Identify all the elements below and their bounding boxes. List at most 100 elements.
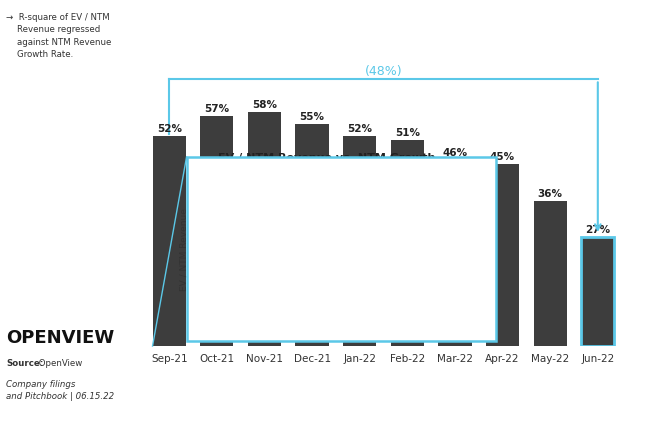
Point — [239, 302, 250, 308]
Point — [274, 308, 285, 315]
Point — [343, 275, 354, 282]
Text: 46%: 46% — [443, 148, 467, 158]
Point — [348, 283, 358, 290]
Point — [431, 233, 441, 240]
Text: 57%: 57% — [204, 104, 229, 114]
Point — [271, 298, 281, 305]
Point — [273, 300, 283, 307]
Point — [328, 281, 338, 288]
Point — [268, 287, 279, 293]
Point — [279, 295, 289, 301]
Point — [350, 283, 360, 289]
Point — [277, 287, 287, 293]
Point — [324, 279, 335, 286]
Point — [389, 255, 399, 262]
Point — [283, 300, 293, 307]
Point — [368, 244, 378, 251]
Point — [313, 302, 324, 308]
Point — [253, 305, 263, 312]
Point — [326, 308, 337, 315]
Point — [430, 245, 441, 252]
Point — [404, 256, 415, 263]
Point — [422, 255, 433, 262]
Point — [337, 276, 347, 283]
Point — [344, 280, 355, 287]
Point — [289, 282, 299, 289]
Point — [296, 284, 306, 291]
Point — [296, 276, 306, 283]
Point — [354, 265, 364, 272]
Point — [342, 271, 352, 278]
Point — [328, 270, 338, 276]
Point — [374, 263, 384, 270]
Point — [378, 282, 389, 289]
Point — [410, 232, 420, 238]
Text: Company filings
and Pitchbook | 06.15.22: Company filings and Pitchbook | 06.15.22 — [6, 380, 114, 400]
Point — [337, 287, 347, 294]
Point — [300, 308, 311, 315]
Point — [311, 275, 321, 281]
Point — [356, 287, 367, 294]
Point — [258, 308, 268, 315]
Point — [368, 266, 378, 273]
Point — [282, 292, 293, 299]
Point — [448, 250, 458, 257]
Bar — [343, 136, 376, 346]
Point — [307, 292, 317, 298]
Point — [247, 300, 257, 307]
Bar — [534, 200, 567, 346]
Point — [274, 295, 284, 301]
Point — [446, 235, 456, 241]
Point — [300, 280, 310, 287]
Text: OpenView: OpenView — [36, 359, 82, 368]
Bar — [581, 237, 614, 346]
Point — [363, 272, 373, 279]
Text: 45%: 45% — [490, 152, 515, 162]
Point — [298, 292, 309, 298]
Point — [437, 256, 448, 262]
Point — [347, 258, 358, 265]
Point — [246, 308, 256, 315]
Bar — [438, 160, 472, 346]
Point — [278, 296, 288, 303]
Point — [441, 222, 451, 229]
Point — [296, 293, 307, 300]
Point — [303, 259, 313, 266]
Point — [336, 270, 346, 276]
Point — [326, 292, 336, 299]
Point — [344, 271, 354, 277]
Point — [377, 264, 387, 271]
Point — [344, 274, 354, 281]
Point — [352, 266, 362, 273]
Point — [265, 308, 275, 315]
Point — [233, 308, 244, 315]
Point — [271, 296, 281, 303]
Point — [307, 275, 317, 281]
Point — [256, 306, 266, 312]
Point — [280, 296, 291, 303]
Point — [324, 279, 334, 286]
Point — [436, 240, 447, 247]
Point — [341, 289, 352, 296]
Point — [244, 308, 254, 315]
Point — [239, 296, 250, 303]
Point — [270, 293, 280, 300]
Bar — [295, 124, 329, 346]
Point — [391, 223, 402, 230]
Point — [381, 266, 391, 273]
Point — [361, 267, 372, 273]
Point — [341, 251, 352, 258]
Point — [350, 284, 361, 290]
Text: 51%: 51% — [395, 128, 420, 138]
Point — [302, 298, 313, 305]
Point — [240, 308, 250, 315]
Point — [313, 274, 323, 281]
Point — [336, 284, 346, 291]
Point — [253, 303, 263, 310]
Point — [244, 308, 255, 315]
Point — [351, 282, 361, 289]
Point — [452, 234, 462, 241]
Point — [326, 279, 337, 286]
Point — [344, 256, 354, 262]
Point — [356, 276, 366, 282]
